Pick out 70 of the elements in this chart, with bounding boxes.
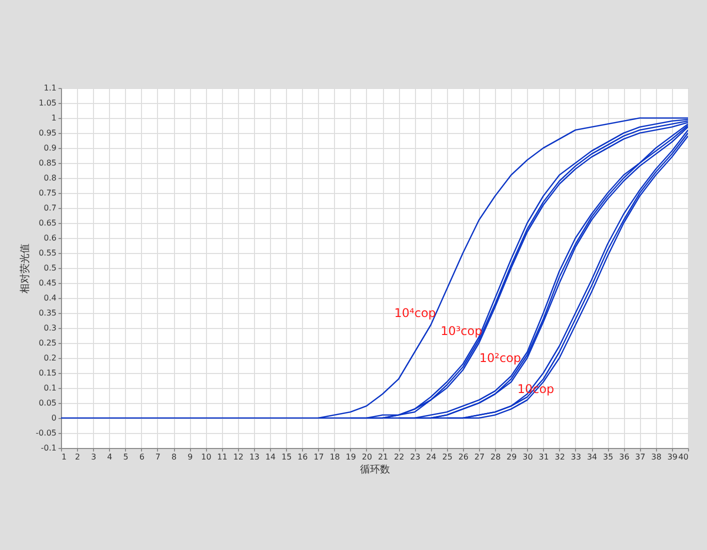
x-tick-label: 2	[75, 452, 80, 462]
x-tick-label: 25	[442, 452, 452, 462]
x-tick-label: 30	[522, 452, 533, 462]
x-tick-label: 39	[667, 452, 678, 462]
y-tick-label: 0	[51, 414, 56, 422]
x-tick-label: 21	[378, 452, 388, 462]
y-tick-label: 0.65	[38, 218, 56, 228]
y-tick-label: 1.05	[38, 98, 56, 108]
y-tick-label: 0.45	[38, 278, 56, 288]
x-axis-title: 循环数	[360, 464, 390, 476]
y-tick-label: 1.1	[44, 84, 56, 92]
annotation: 10³cop	[440, 324, 482, 338]
x-tick-label: 16	[298, 452, 308, 462]
x-tick-label: 38	[651, 452, 662, 462]
x-tick-label: 6	[139, 452, 144, 462]
x-tick-label: 18	[330, 452, 340, 462]
y-tick-label: 0.25	[38, 338, 56, 348]
y-tick-label: 0.6	[44, 234, 56, 242]
x-tick-label: 11	[217, 452, 228, 462]
x-tick-label: 28	[490, 452, 501, 462]
y-tick-label: 0.75	[38, 188, 56, 198]
y-tick-label: 0.2	[44, 354, 56, 362]
annotation: 10²cop	[479, 351, 522, 365]
x-tick-label: 12	[233, 452, 244, 462]
x-tick-label: 32	[554, 452, 565, 462]
x-tick-label: 20	[362, 452, 372, 462]
x-tick-label: 35	[603, 452, 614, 462]
x-tick-label: 17	[314, 452, 324, 462]
y-tick-label: 0.7	[44, 204, 56, 212]
y-tick-label: 0.4	[44, 294, 56, 302]
y-tick-label: 1	[51, 114, 56, 122]
y-tick-label: 0.05	[38, 398, 56, 408]
y-tick-label: 0.85	[38, 158, 56, 168]
x-tick-label: 31	[538, 452, 549, 462]
y-tick-label: 0.5	[44, 264, 56, 272]
y-tick-label: 0.9	[44, 144, 56, 152]
x-tick-label: 3	[91, 452, 96, 462]
x-tick-label: 24	[426, 452, 436, 462]
x-tick-label: 8	[171, 452, 177, 462]
x-tick-label: 33	[570, 452, 582, 462]
x-tick-label: 4	[107, 452, 112, 462]
y-tick-label: -0.05	[36, 428, 56, 438]
x-tick-label: 14	[265, 452, 276, 462]
x-tick-label: 1	[62, 452, 67, 462]
x-tick-label: 37	[635, 452, 646, 462]
y-tick-label: 0.55	[38, 248, 56, 258]
x-tick-label: 40	[678, 452, 688, 462]
x-tick-label: 13	[249, 452, 260, 462]
x-tick-label: 5	[123, 452, 128, 462]
y-tick-label: -0.1	[40, 444, 56, 452]
x-tick-label: 23	[410, 452, 420, 462]
annotation: 10⁴cop	[394, 306, 436, 320]
x-tick-label: 34	[586, 452, 598, 462]
x-tick-label: 26	[458, 452, 469, 462]
y-axis-title: 相对荧光值	[18, 244, 31, 294]
x-tick-label: 29	[506, 452, 517, 462]
y-tick-label: 0.3	[44, 324, 56, 332]
y-tick-label: 0.8	[44, 174, 56, 182]
x-tick-label: 15	[281, 452, 292, 462]
y-tick-label: 0.1	[44, 384, 56, 392]
y-tick-label: 0.15	[38, 368, 56, 378]
x-tick-label: 9	[188, 452, 193, 462]
x-tick-label: 36	[619, 452, 630, 462]
y-tick-label: 0.35	[38, 308, 56, 318]
x-tick-label: 19	[346, 452, 356, 462]
x-tick-label: 7	[155, 452, 161, 462]
y-tick-label: 0.95	[38, 128, 56, 138]
x-tick-label: 10	[201, 452, 212, 462]
x-tick-label: 22	[394, 452, 404, 462]
x-tick-label: 27	[474, 452, 485, 462]
